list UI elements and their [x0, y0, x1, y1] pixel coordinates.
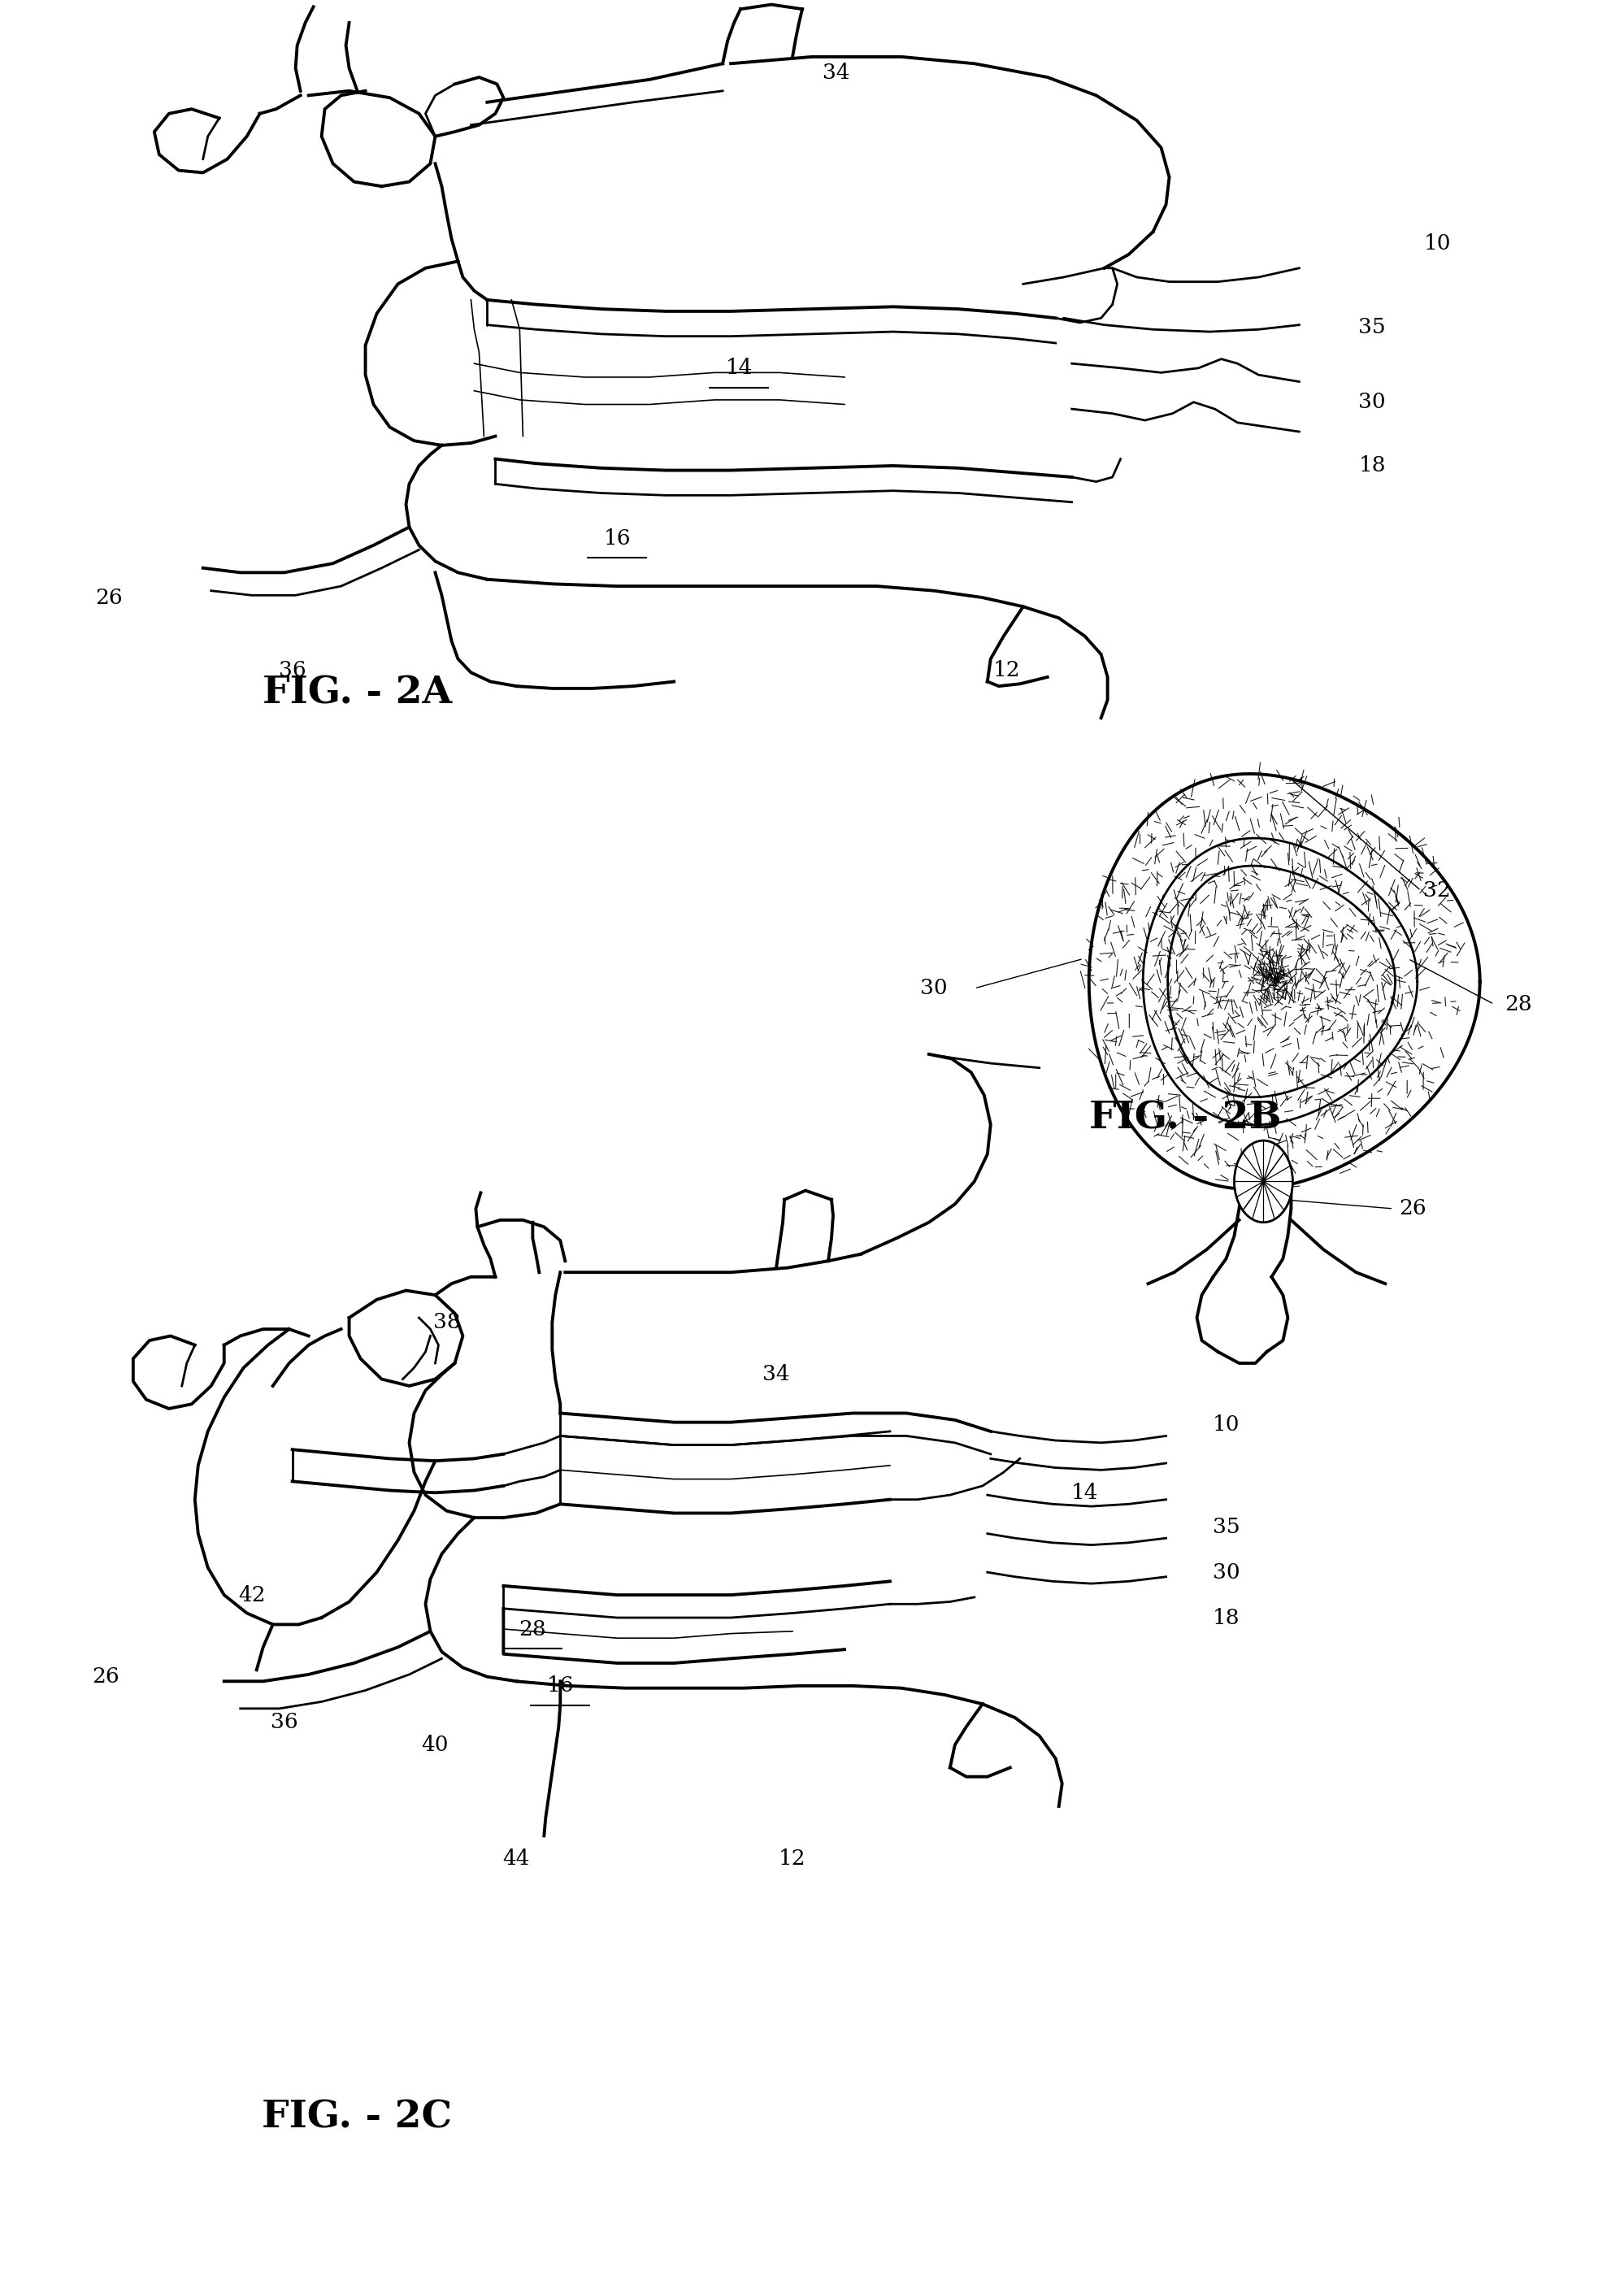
Text: 16: 16: [547, 1677, 573, 1695]
Text: 16: 16: [604, 529, 630, 548]
Text: 40: 40: [422, 1736, 448, 1754]
Text: 14: 14: [1072, 1484, 1098, 1502]
Text: 35: 35: [1213, 1518, 1239, 1536]
Text: 34: 34: [823, 64, 849, 82]
Text: 35: 35: [1359, 318, 1385, 336]
Text: 30: 30: [1213, 1563, 1239, 1581]
Text: 18: 18: [1213, 1609, 1239, 1627]
Text: 28: 28: [520, 1620, 546, 1638]
Text: 14: 14: [726, 359, 752, 377]
Text: 10: 10: [1213, 1415, 1239, 1434]
Text: 26: 26: [96, 588, 122, 607]
Text: 26: 26: [93, 1668, 119, 1686]
Text: FIG. - 2C: FIG. - 2C: [261, 2099, 453, 2136]
Text: FIG. - 2A: FIG. - 2A: [263, 675, 451, 711]
Text: 44: 44: [503, 1849, 529, 1868]
Text: 28: 28: [1505, 995, 1531, 1013]
Text: FIG. - 2B: FIG. - 2B: [1090, 1100, 1281, 1136]
Circle shape: [1234, 1141, 1293, 1222]
Text: 38: 38: [434, 1313, 460, 1331]
Text: 18: 18: [1359, 457, 1385, 475]
Text: 26: 26: [1400, 1200, 1426, 1218]
Text: 36: 36: [279, 661, 305, 679]
Text: 34: 34: [763, 1365, 789, 1384]
Text: 36: 36: [271, 1713, 297, 1731]
Text: 30: 30: [921, 979, 947, 997]
Text: 42: 42: [239, 1586, 265, 1604]
Text: 12: 12: [994, 661, 1020, 679]
Text: 10: 10: [1424, 234, 1450, 252]
Text: 12: 12: [780, 1849, 806, 1868]
Text: 30: 30: [1359, 393, 1385, 411]
Text: 32: 32: [1424, 882, 1450, 900]
